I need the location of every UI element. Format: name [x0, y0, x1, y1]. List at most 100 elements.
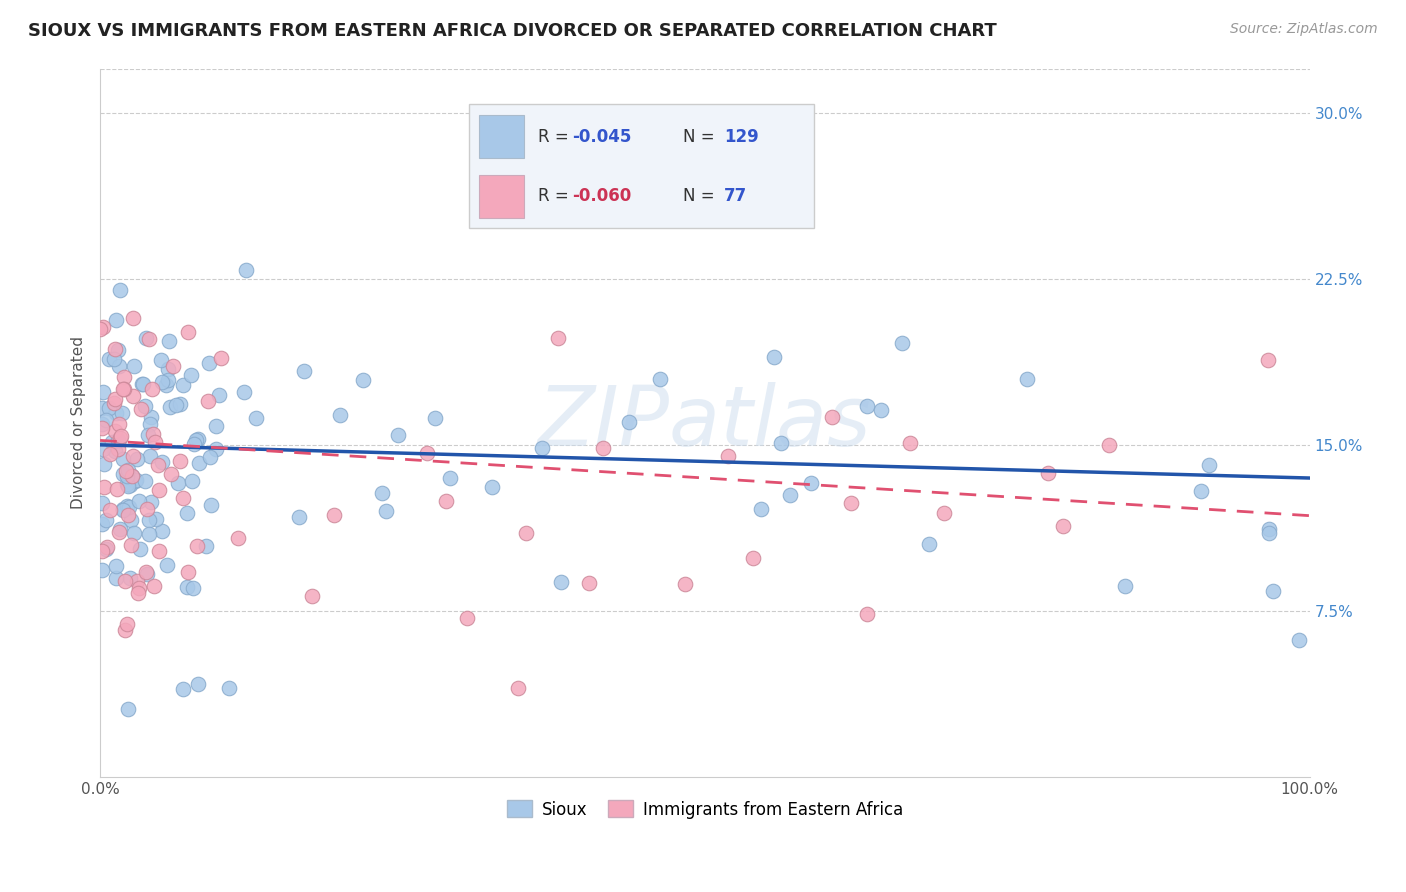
Text: Source: ZipAtlas.com: Source: ZipAtlas.com — [1230, 22, 1378, 37]
Point — [121, 469, 143, 483]
Point — [128, 494, 150, 508]
Point — [117, 702, 139, 716]
Point — [181, 581, 204, 595]
Point — [148, 483, 170, 497]
Point — [104, 406, 127, 420]
Point — [111, 502, 134, 516]
Point — [550, 574, 572, 589]
Point — [329, 409, 352, 423]
Point — [118, 571, 141, 585]
Point — [205, 442, 228, 457]
Point — [531, 442, 554, 456]
Point — [177, 565, 200, 579]
Point — [122, 389, 145, 403]
Point — [105, 313, 128, 327]
Point — [125, 473, 148, 487]
Point — [115, 476, 138, 491]
Point — [855, 607, 877, 622]
Point — [150, 524, 173, 538]
Point — [134, 475, 156, 489]
Point — [120, 513, 142, 527]
Point — [110, 428, 132, 442]
Point — [97, 351, 120, 366]
Point — [124, 475, 146, 489]
Point — [98, 503, 121, 517]
Point — [128, 582, 150, 596]
Point — [91, 516, 114, 531]
Point — [592, 442, 614, 456]
Point — [105, 571, 128, 585]
Point — [188, 456, 211, 470]
Point — [97, 401, 120, 416]
Text: SIOUX VS IMMIGRANTS FROM EASTERN AFRICA DIVORCED OR SEPARATED CORRELATION CHART: SIOUX VS IMMIGRANTS FROM EASTERN AFRICA … — [28, 22, 997, 40]
Point — [650, 372, 672, 386]
Point — [141, 382, 163, 396]
Point — [301, 589, 323, 603]
Point — [172, 378, 194, 392]
Point — [135, 331, 157, 345]
Point — [165, 399, 187, 413]
Point — [150, 455, 173, 469]
Point — [115, 469, 138, 483]
Point — [121, 469, 143, 483]
Point — [205, 419, 228, 434]
Point — [128, 542, 150, 557]
Point — [93, 480, 115, 494]
Point — [124, 359, 146, 373]
Point — [93, 457, 115, 471]
Point — [112, 382, 135, 396]
Point — [138, 332, 160, 346]
Point — [226, 531, 249, 545]
Point — [167, 476, 190, 491]
Point — [148, 544, 170, 558]
Point — [187, 677, 209, 691]
Point — [139, 409, 162, 424]
Point — [187, 432, 209, 446]
Point — [762, 351, 785, 365]
Point — [117, 616, 139, 631]
Point — [515, 525, 537, 540]
Point — [104, 443, 127, 458]
Point — [218, 681, 240, 695]
Point — [138, 513, 160, 527]
Point — [292, 364, 315, 378]
Point — [856, 399, 879, 413]
Point — [115, 499, 138, 513]
Point — [1198, 458, 1220, 472]
Point — [779, 487, 801, 501]
Point — [136, 502, 159, 516]
Point — [145, 511, 167, 525]
Point — [91, 442, 114, 456]
Point — [157, 334, 180, 348]
Point — [155, 558, 177, 572]
Point — [104, 343, 127, 357]
Point — [870, 402, 893, 417]
Point — [103, 352, 125, 367]
Point — [107, 433, 129, 447]
Point — [197, 394, 219, 409]
Point — [180, 474, 202, 488]
Point — [617, 415, 640, 429]
Point — [918, 537, 941, 551]
Point — [114, 464, 136, 478]
Point — [172, 681, 194, 696]
Point — [232, 385, 254, 400]
Point — [112, 452, 135, 467]
Point — [156, 373, 179, 387]
Point — [122, 526, 145, 541]
Point — [101, 434, 124, 449]
Point — [91, 319, 114, 334]
Point — [172, 491, 194, 505]
Point — [1098, 438, 1121, 452]
Point — [120, 538, 142, 552]
Point — [103, 396, 125, 410]
Y-axis label: Divorced or Separated: Divorced or Separated — [72, 336, 86, 509]
Point — [108, 431, 131, 445]
Point — [91, 544, 114, 558]
Point — [118, 500, 141, 515]
Point — [198, 450, 221, 465]
Point — [184, 434, 207, 448]
Point — [125, 452, 148, 467]
Point — [125, 574, 148, 588]
Point — [387, 428, 409, 442]
